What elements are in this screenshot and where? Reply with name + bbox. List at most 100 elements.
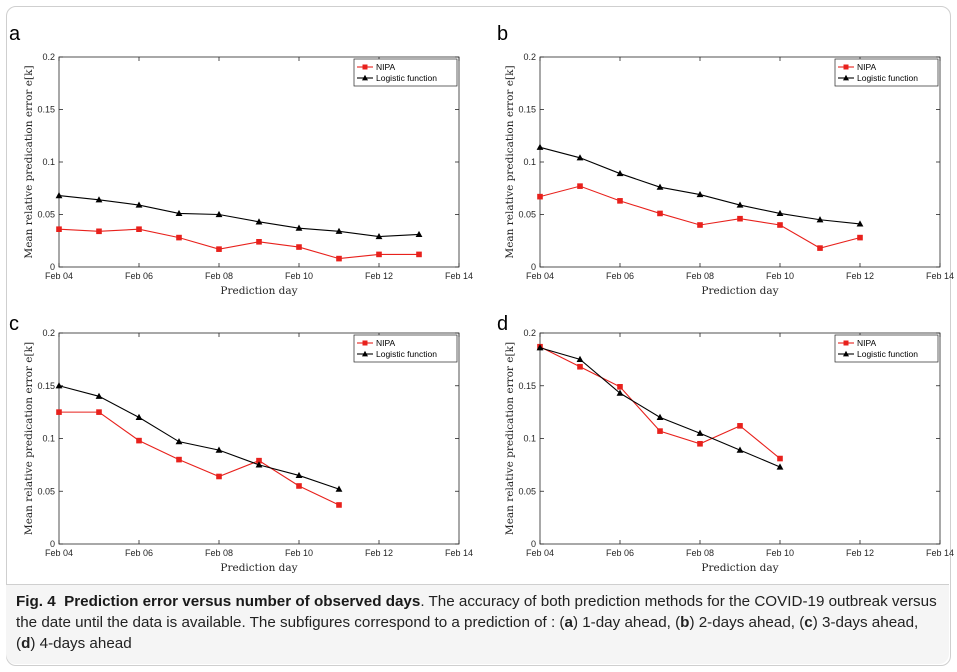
legend-marker-logistic: [362, 350, 368, 357]
y-tick-label: 0.1: [42, 157, 55, 167]
x-tick-label: Feb 04: [45, 271, 73, 281]
logistic-point: [856, 220, 864, 227]
panel-letter-a: a: [9, 23, 21, 45]
y-tick-label: 0.05: [518, 486, 536, 496]
y-tick-label: 0.1: [523, 434, 536, 444]
nipa-point: [96, 409, 102, 415]
chart-panel-a: a 0 0.05 0.1 0.15 0.2 Feb 04 Feb 06 Feb 08 Feb 10…: [9, 23, 473, 297]
logistic-point: [335, 227, 343, 234]
x-tick-label: Feb 06: [125, 548, 153, 558]
x-axis-label: Prediction day: [220, 562, 297, 574]
legend-label-logistic: Logistic function: [857, 349, 918, 359]
logistic-point: [616, 169, 624, 177]
nipa-point: [216, 473, 222, 480]
legend-label-nipa: NIPA: [857, 338, 877, 348]
logistic-point: [816, 216, 824, 223]
x-axis-label: Prediction day: [701, 562, 778, 574]
caption-title: Prediction error versus number of observ…: [64, 593, 421, 610]
logistic-point: [696, 190, 704, 198]
y-tick-label: 0.15: [37, 381, 55, 391]
logistic-point: [295, 224, 303, 231]
plot-area: [58, 56, 460, 268]
y-tick-label: 0.15: [518, 381, 536, 391]
nipa-point: [577, 183, 583, 189]
legend-label-logistic: Logistic function: [857, 73, 918, 83]
logistic-point: [295, 471, 303, 479]
nipa-point: [96, 228, 102, 235]
legend-label-nipa: NIPA: [376, 338, 396, 348]
y-tick-label: 0.05: [518, 210, 536, 220]
x-tick-label: Feb 10: [766, 548, 794, 558]
caption-figure-number: Fig. 4: [16, 593, 56, 610]
nipa-point: [777, 222, 783, 228]
nipa-point: [336, 255, 342, 262]
x-tick-label: Feb 14: [926, 271, 954, 281]
nipa-point: [697, 222, 703, 228]
nipa-point: [817, 245, 823, 251]
logistic-point: [656, 413, 664, 420]
caption-letter-d: d: [21, 635, 31, 652]
x-tick-label: Feb 04: [45, 548, 73, 558]
caption-letter-a: a: [564, 614, 573, 631]
nipa-point: [336, 502, 342, 508]
logistic-point: [576, 355, 584, 362]
caption-area: Fig. 4 Prediction error versus number of…: [6, 584, 949, 664]
logistic-point: [536, 143, 544, 150]
legend-marker-nipa: [362, 64, 368, 70]
logistic-point: [415, 230, 423, 238]
logistic-point: [335, 485, 343, 492]
logistic-point: [135, 201, 143, 208]
x-tick-label: Feb 08: [205, 271, 233, 281]
legend-box: [353, 334, 458, 363]
figure-charts: a 0 0.05 0.1 0.15 0.2 Feb 04 Feb 06 Feb 08 Feb 10…: [9, 23, 954, 574]
nipa-point: [537, 193, 543, 200]
nipa-point: [136, 226, 142, 232]
x-tick-label: Feb 12: [846, 548, 874, 558]
nipa-point: [176, 234, 182, 241]
x-tick-label: Feb 08: [686, 271, 714, 281]
x-tick-label: Feb 14: [445, 271, 473, 281]
nipa-point: [697, 440, 703, 447]
logistic-point: [656, 183, 664, 190]
legend-box: [834, 58, 939, 87]
logistic-point: [576, 154, 584, 161]
x-tick-label: Feb 06: [606, 271, 634, 281]
y-axis-label: Mean relative predication error e[k]: [504, 342, 516, 535]
legend-marker-nipa: [362, 340, 368, 346]
plot-area: [539, 332, 941, 545]
y-axis-label: Mean relative predication error e[k]: [23, 65, 35, 258]
logistic-point: [175, 438, 183, 445]
y-tick-label: 0.2: [42, 52, 55, 62]
legend-label-logistic: Logistic function: [376, 349, 437, 359]
logistic-point: [55, 192, 63, 199]
logistic-point: [135, 413, 143, 420]
logistic-point: [175, 209, 183, 217]
y-tick-label: 0.15: [518, 105, 536, 115]
nipa-point: [657, 428, 663, 434]
logistic-point: [375, 232, 383, 240]
nipa-point: [376, 251, 382, 258]
legend-marker-nipa: [843, 64, 849, 70]
nipa-point: [737, 423, 743, 429]
x-tick-label: Feb 10: [285, 271, 313, 281]
caption-letter-c: c: [804, 614, 813, 631]
caption-text: . The accuracy of both prediction method…: [16, 593, 937, 631]
nipa-point: [416, 251, 422, 258]
panel-letter-c: c: [9, 313, 19, 335]
x-tick-label: Feb 08: [686, 548, 714, 558]
logistic-point: [776, 209, 784, 217]
nipa-point: [216, 246, 222, 252]
logistic-point: [536, 344, 544, 351]
chart-panel-d: d 0 0.05 0.1 0.15 0.2 Feb 04 Feb 06 Feb 08 Feb 10…: [497, 313, 954, 574]
nipa-point: [56, 409, 62, 415]
nipa-point: [136, 437, 142, 444]
caption-text-d: ) 4-days ahead: [30, 635, 132, 652]
logistic-point: [95, 392, 103, 399]
caption-text-a: ) 1-day ahead, (: [572, 614, 681, 631]
legend-label-logistic: Logistic function: [376, 73, 437, 83]
x-tick-label: Feb 10: [766, 271, 794, 281]
series-line-nipa: [59, 411, 340, 506]
x-tick-label: Feb 04: [526, 548, 554, 558]
y-tick-label: 0.05: [37, 210, 55, 220]
